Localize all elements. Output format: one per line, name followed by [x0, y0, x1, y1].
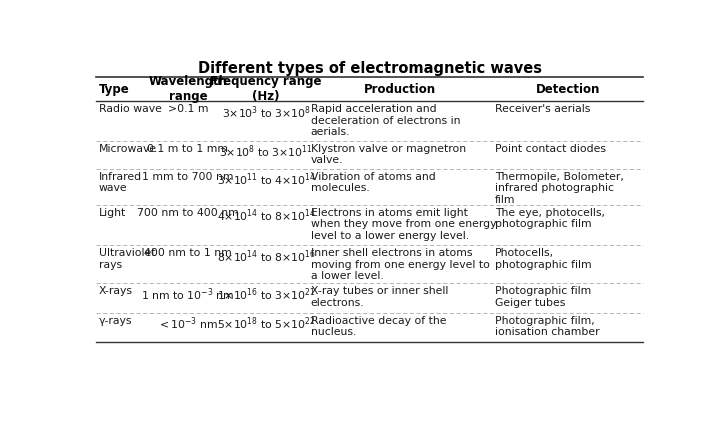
Text: Different types of electromagnetic waves: Different types of electromagnetic waves — [198, 61, 541, 76]
Text: Infrared
wave: Infrared wave — [99, 171, 141, 193]
Text: >0.1 m: >0.1 m — [168, 104, 208, 114]
Text: Receiver's aerials: Receiver's aerials — [495, 104, 590, 114]
Text: Production: Production — [364, 82, 436, 95]
Text: The eye, photocells,
photographic film: The eye, photocells, photographic film — [495, 208, 605, 229]
Text: γ-rays: γ-rays — [99, 316, 132, 326]
Text: Wavelength
range: Wavelength range — [149, 75, 227, 103]
Text: Ultraviolet
rays: Ultraviolet rays — [99, 248, 155, 269]
Text: Light: Light — [99, 208, 125, 218]
Text: $8×10^{14}$ to $8×10^{16}$: $8×10^{14}$ to $8×10^{16}$ — [217, 248, 316, 265]
Text: Detection: Detection — [536, 82, 600, 95]
Text: Photographic film,
ionisation chamber: Photographic film, ionisation chamber — [495, 316, 600, 337]
Text: X-ray tubes or inner shell
electrons.: X-ray tubes or inner shell electrons. — [311, 286, 448, 307]
Text: $1×10^{16}$ to $3×10^{21}$: $1×10^{16}$ to $3×10^{21}$ — [217, 286, 316, 303]
Text: Microwave: Microwave — [99, 143, 156, 153]
Text: $<10^{-3}$ nm: $<10^{-3}$ nm — [157, 316, 218, 332]
Text: Photocells,
photographic film: Photocells, photographic film — [495, 248, 592, 269]
Text: Inner shell electrons in atoms
moving from one energy level to
a lower level.: Inner shell electrons in atoms moving fr… — [311, 248, 490, 281]
Text: Frequency range
(Hz): Frequency range (Hz) — [211, 75, 322, 103]
Text: Type: Type — [99, 82, 129, 95]
Text: $5×10^{18}$ to $5×10^{22}$: $5×10^{18}$ to $5×10^{22}$ — [217, 316, 316, 332]
Text: Electrons in atoms emit light
when they move from one energy
level to a lower en: Electrons in atoms emit light when they … — [311, 208, 496, 241]
Text: Rapid acceleration and
deceleration of electrons in
aerials.: Rapid acceleration and deceleration of e… — [311, 104, 460, 137]
Text: 1 mm to 700 nm: 1 mm to 700 nm — [142, 171, 234, 181]
Text: X-rays: X-rays — [99, 286, 133, 296]
Text: Vibration of atoms and
molecules.: Vibration of atoms and molecules. — [311, 171, 435, 193]
Text: 1 nm to $10^{-3}$ nm: 1 nm to $10^{-3}$ nm — [141, 286, 234, 303]
Text: $3×10^{11}$ to $4×10^{14}$: $3×10^{11}$ to $4×10^{14}$ — [216, 171, 316, 188]
Text: Photographic film
Geiger tubes: Photographic film Geiger tubes — [495, 286, 591, 307]
Text: $3×10^{8}$ to $3×10^{11}$: $3×10^{8}$ to $3×10^{11}$ — [219, 143, 313, 160]
Text: Point contact diodes: Point contact diodes — [495, 143, 606, 153]
Text: 0.1 m to 1 mm: 0.1 m to 1 mm — [147, 143, 229, 153]
Text: $4×10^{14}$ to $8×10^{14}$: $4×10^{14}$ to $8×10^{14}$ — [216, 208, 316, 225]
Text: Thermopile, Bolometer,
infrared photographic
film: Thermopile, Bolometer, infrared photogra… — [495, 171, 624, 204]
Text: Radio wave: Radio wave — [99, 104, 162, 114]
Text: $3×10^{3}$ to $3×10^{8}$: $3×10^{3}$ to $3×10^{8}$ — [221, 104, 311, 121]
Text: Klystron valve or magnetron
valve.: Klystron valve or magnetron valve. — [311, 143, 466, 165]
Text: 700 nm to 400 nm: 700 nm to 400 nm — [137, 208, 239, 218]
Text: 400 nm to 1 nm: 400 nm to 1 nm — [144, 248, 231, 258]
Text: Radioactive decay of the
nucleus.: Radioactive decay of the nucleus. — [311, 316, 446, 337]
